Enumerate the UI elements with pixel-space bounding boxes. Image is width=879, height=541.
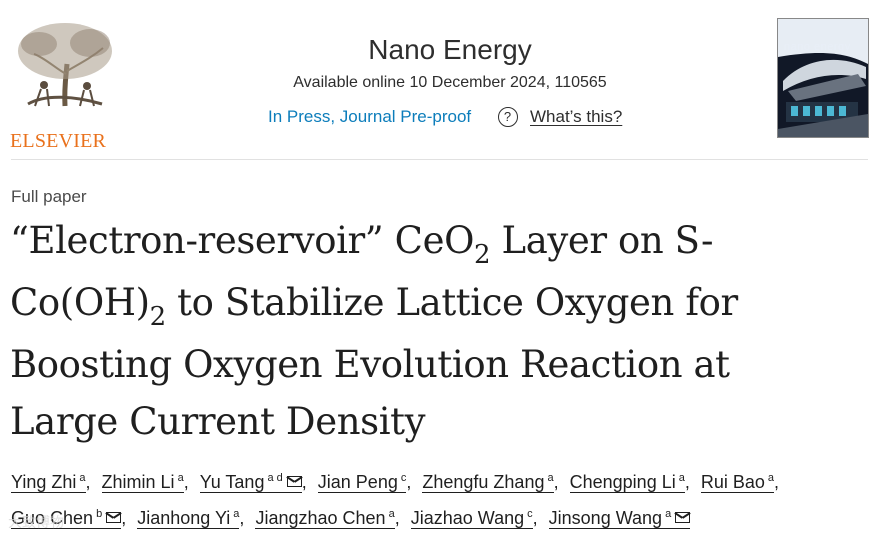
- author-separator: ,: [301, 472, 307, 492]
- author-zhimin-li[interactable]: Zhimin Li a: [101, 468, 184, 493]
- author-name: Chengping Li: [569, 472, 676, 492]
- journal-title-link[interactable]: Nano Energy: [368, 34, 532, 65]
- author-separator: ,: [85, 472, 91, 492]
- author-guo-chen[interactable]: Guo Chen b: [11, 504, 122, 529]
- author-jiangzhao-chen[interactable]: Jiangzhao Chen a: [255, 504, 395, 529]
- title-line-1: “Electron-reservoir” CeO2 Layer on S-: [10, 212, 870, 274]
- article-status-row: In Press, Journal Pre-proof ? What’s thi…: [268, 103, 668, 131]
- author-chengping-li[interactable]: Chengping Li a: [569, 468, 685, 493]
- affiliation-marker: c: [400, 472, 407, 484]
- author-separator: ,: [183, 472, 189, 492]
- affiliation-marker: a: [79, 472, 86, 484]
- author-name: Zhimin Li: [101, 472, 175, 492]
- author-separator: ,: [684, 472, 690, 492]
- affiliation-marker: b: [96, 508, 103, 520]
- affiliation-marker: a: [233, 508, 240, 520]
- article-type: Full paper: [11, 187, 87, 206]
- affiliation-marker: a: [767, 472, 775, 484]
- author-name: Guo Chen: [11, 508, 94, 528]
- title-line-1-part-b: Layer on S-: [490, 219, 714, 262]
- whats-this-link[interactable]: What’s this?: [530, 107, 623, 126]
- title-line-4: Large Current Density: [10, 400, 426, 443]
- article-title: “Electron-reservoir” CeO2 Layer on S- Co…: [10, 212, 870, 450]
- title-line-1-part-a: “Electron-reservoir” CeO: [10, 219, 475, 262]
- email-icon[interactable]: [675, 512, 691, 523]
- author-name: Jiazhao Wang: [410, 508, 525, 528]
- subscript-2: 2: [149, 302, 167, 332]
- author-jian-peng[interactable]: Jian Peng c: [317, 468, 407, 493]
- author-jiazhao-wang[interactable]: Jiazhao Wang c: [410, 504, 533, 529]
- author-zhengfu-zhang[interactable]: Zhengfu Zhang a: [422, 468, 554, 493]
- author-rui-bao[interactable]: Rui Bao a: [700, 468, 775, 493]
- author-yu-tang[interactable]: Yu Tang a d: [199, 468, 302, 493]
- email-icon[interactable]: [106, 512, 122, 523]
- article-header: ELSEVIER Nano Energy Available online 10…: [0, 0, 879, 160]
- subscript-2: 2: [474, 240, 491, 270]
- affiliation-marker: a: [388, 508, 395, 520]
- title-line-2: Co(OH)2 to Stabilize Lattice Oxygen for: [10, 274, 870, 336]
- author-name: Yu Tang: [199, 472, 265, 492]
- email-icon[interactable]: [286, 476, 302, 487]
- author-separator: ,: [121, 508, 127, 528]
- affiliation-marker: a: [547, 472, 554, 484]
- author-list: Ying Zhi a, Zhimin Li a, Yu Tang a d, Jian …: [11, 466, 871, 538]
- author-name: Jinsong Wang: [548, 508, 663, 528]
- help-question-icon[interactable]: ?: [498, 107, 518, 127]
- author-name: Jianhong Yi: [137, 508, 231, 528]
- author-jinsong-wang[interactable]: Jinsong Wang a: [548, 504, 691, 529]
- elsevier-tree-icon: [18, 23, 112, 107]
- author-separator: ,: [553, 472, 559, 492]
- source-watermark: 大致博物: [8, 514, 64, 530]
- author-name: Jian Peng: [317, 472, 398, 492]
- affiliation-marker: a: [177, 472, 184, 484]
- title-line-2-part-a: Co(OH): [10, 281, 150, 324]
- cover-artwork: [778, 19, 868, 137]
- affiliation-marker: a: [665, 508, 672, 520]
- author-separator: ,: [406, 472, 412, 492]
- journal-cover-image[interactable]: nano energy: [777, 18, 869, 138]
- author-name: Ying Zhi: [11, 472, 77, 492]
- author-jianhong-yi[interactable]: Jianhong Yi a: [137, 504, 240, 529]
- author-name: Rui Bao: [700, 472, 765, 492]
- author-separator: ,: [532, 508, 538, 528]
- journal-info: Nano Energy Available online 10 December…: [225, 32, 675, 92]
- author-separator: ,: [394, 508, 400, 528]
- available-online-date: Available online 10 December 2024, 11056…: [293, 74, 607, 91]
- cover-journal-title: nano energy: [784, 41, 851, 53]
- author-name: Jiangzhao Chen: [255, 508, 386, 528]
- publisher-name: ELSEVIER: [10, 130, 107, 152]
- title-line-2-part-b: to Stabilize Lattice Oxygen for: [165, 281, 738, 324]
- affiliation-marker: a d: [267, 472, 283, 484]
- elsevier-logo[interactable]: ELSEVIER: [10, 16, 120, 152]
- author-name: Zhengfu Zhang: [422, 472, 545, 492]
- affiliation-marker: a: [678, 472, 685, 484]
- author-separator: ,: [774, 472, 780, 492]
- header-divider: [11, 159, 868, 160]
- in-press-link[interactable]: In Press, Journal Pre-proof: [268, 107, 472, 126]
- affiliation-marker: c: [527, 508, 533, 520]
- author-ying-zhi[interactable]: Ying Zhi a: [11, 468, 86, 493]
- author-separator: ,: [239, 508, 245, 528]
- title-line-3: Boosting Oxygen Evolution Reaction at: [10, 343, 730, 386]
